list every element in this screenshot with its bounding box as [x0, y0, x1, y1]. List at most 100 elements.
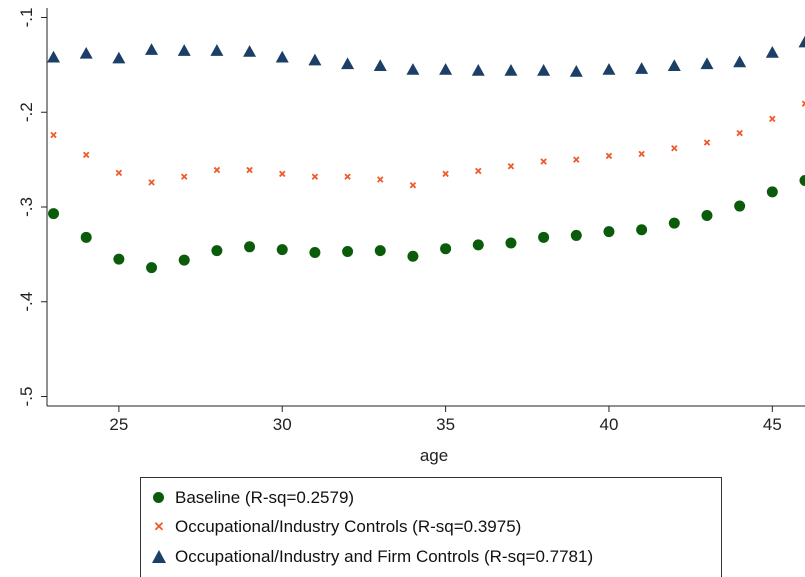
data-point-triangle: [308, 53, 322, 66]
data-point-triangle: [733, 55, 747, 68]
data-point-triangle: [667, 59, 681, 72]
data-point-triangle: [569, 64, 583, 77]
data-point-circle: [146, 262, 158, 274]
data-point-triangle: [243, 45, 257, 57]
data-point-circle: [113, 253, 125, 265]
data-point-x: [279, 170, 286, 178]
data-point-circle: [603, 226, 615, 238]
data-point-triangle: [471, 64, 485, 76]
data-point-triangle: [798, 35, 805, 48]
data-point-x: [801, 100, 805, 107]
y-tick-label: -.4: [17, 292, 36, 312]
data-point-circle: [799, 174, 805, 186]
x-axis-ticks: 25 30 35 40 45: [109, 406, 782, 434]
data-point-x: [540, 158, 547, 165]
data-point-x: [638, 150, 645, 158]
x-tick-label: 30: [273, 415, 292, 434]
data-point-triangle: [210, 44, 224, 56]
data-point-triangle: [439, 63, 453, 75]
data-point-circle: [80, 231, 92, 243]
data-point-circle: [734, 200, 746, 212]
data-point-triangle: [341, 57, 355, 70]
data-point-circle: [244, 241, 256, 253]
x-tick-label: 45: [763, 415, 782, 434]
y-tick-label: -.5: [17, 387, 36, 407]
data-point-circle: [48, 208, 60, 220]
y-tick-label: -.2: [17, 102, 36, 122]
circle-marker-icon: [149, 488, 169, 508]
data-point-x: [703, 139, 711, 146]
data-point-circle: [636, 224, 648, 236]
data-point-x: [671, 145, 678, 152]
data-point-circle: [440, 243, 452, 255]
data-point-x: [115, 169, 123, 177]
data-point-circle: [472, 239, 484, 251]
x-marker-icon: ✕: [153, 519, 165, 534]
data-point-x: [82, 151, 90, 159]
legend-item-baseline: Baseline (R-sq=0.2579): [149, 488, 354, 508]
data-point-x: [409, 181, 417, 189]
legend-label: Occupational/Industry Controls (R-sq=0.3…: [175, 517, 522, 536]
data-point-x: [736, 129, 743, 137]
data-point-x: [507, 163, 515, 170]
legend-label: Baseline (R-sq=0.2579): [175, 488, 355, 507]
data-point-x: [344, 173, 351, 180]
data-point-x: [148, 179, 155, 186]
data-point-x: [180, 173, 188, 180]
data-point-circle: [505, 237, 517, 249]
data-point-triangle: [373, 59, 387, 72]
y-tick-label: -.3: [17, 197, 36, 217]
data-point-circle: [538, 231, 550, 243]
legend: Baseline (R-sq=0.2579) ✕ Occupational/In…: [140, 477, 722, 577]
data-point-triangle: [602, 63, 616, 75]
legend-item-occupational-industry-firm: Occupational/Industry and Firm Controls …: [149, 547, 593, 567]
data-point-circle: [211, 245, 223, 257]
data-point-x: [377, 176, 384, 183]
series-x: [50, 100, 805, 189]
data-point-x: [605, 152, 613, 160]
data-point-circle: [342, 246, 354, 258]
data-series: [47, 35, 805, 274]
data-point-triangle: [177, 44, 191, 56]
x-tick-label: 25: [109, 415, 128, 434]
legend-item-occupational-industry: ✕ Occupational/Industry Controls (R-sq=0…: [149, 517, 522, 537]
data-point-triangle: [765, 46, 779, 58]
y-tick-label: -.1: [17, 8, 36, 28]
data-point-triangle: [79, 46, 93, 59]
data-point-x: [213, 166, 221, 174]
triangle-marker-icon: [149, 547, 169, 567]
data-point-x: [311, 173, 319, 180]
data-point-triangle: [537, 64, 551, 76]
plot-area: [47, 8, 805, 406]
data-point-x: [246, 166, 253, 174]
data-point-circle: [276, 244, 288, 256]
data-point-x: [769, 115, 776, 123]
data-point-triangle: [145, 43, 159, 55]
data-point-x: [442, 170, 449, 178]
x-tick-label: 35: [436, 415, 455, 434]
data-point-triangle: [406, 63, 420, 75]
data-point-circle: [668, 217, 680, 229]
data-point-circle: [570, 229, 582, 241]
x-tick-label: 40: [600, 415, 619, 434]
data-point-circle: [178, 254, 190, 266]
data-point-circle: [374, 245, 386, 257]
data-point-triangle: [112, 51, 126, 64]
series-triangle: [47, 35, 805, 77]
legend-label: Occupational/Industry and Firm Controls …: [175, 547, 594, 566]
x-axis-title: age: [420, 446, 448, 465]
data-point-triangle: [635, 62, 649, 74]
data-point-circle: [766, 186, 778, 198]
data-point-x: [475, 167, 482, 175]
y-axis-ticks: -.1 -.2 -.3 -.4 -.5: [17, 8, 47, 407]
data-point-x: [573, 156, 580, 163]
data-point-triangle: [700, 57, 714, 70]
data-point-circle: [407, 250, 419, 262]
data-point-circle: [701, 210, 713, 222]
data-point-triangle: [275, 50, 289, 63]
data-point-triangle: [47, 50, 61, 63]
data-point-triangle: [504, 64, 518, 76]
series-circle: [48, 174, 805, 274]
data-point-circle: [309, 246, 321, 258]
